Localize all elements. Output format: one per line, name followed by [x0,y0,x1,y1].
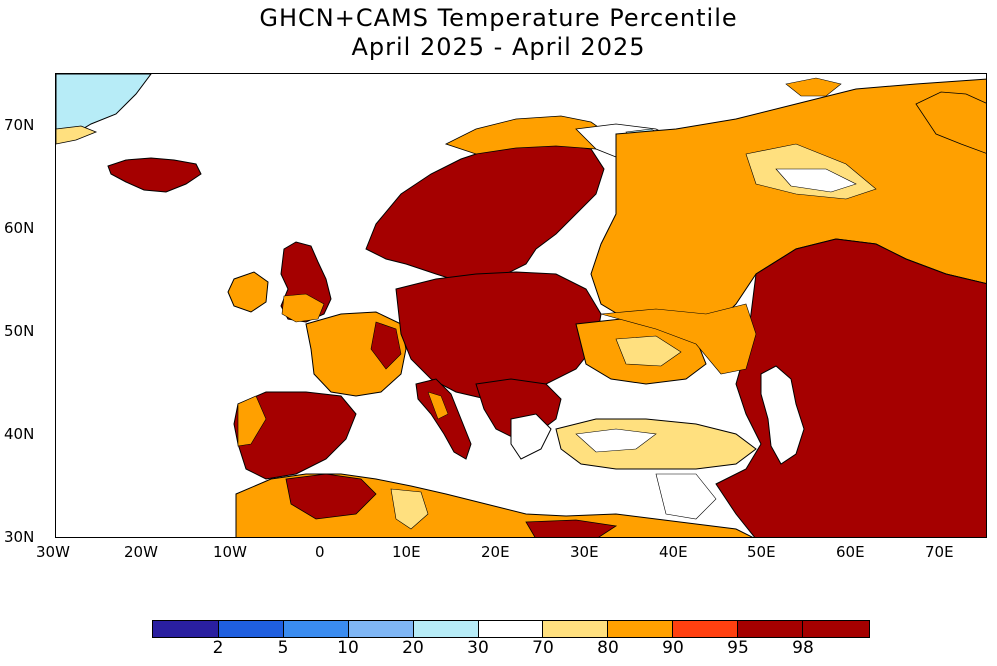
land-east-darkred [715,238,986,537]
land-turkey-white [575,428,657,453]
colorbar-seg-4 [413,621,479,637]
map-svg [56,74,986,537]
lon-label-60e: 60E [836,543,865,561]
land-iceland [107,157,202,193]
colorbar-seg-6 [543,621,609,637]
colorbar-seg-8 [673,621,739,637]
colorbar-label-90: 90 [662,638,684,658]
map-subtitle: April 2025 - April 2025 [351,33,646,61]
colorbar-label-80: 80 [597,638,619,658]
colorbar-seg-9 [738,621,804,637]
colorbar-label-98: 98 [792,638,814,658]
land-france-inner [370,321,402,370]
land-africa-darkred-east [525,519,618,537]
colorbar-label-2: 2 [212,638,224,658]
colorbar-label-70: 70 [532,638,554,658]
colorbar-seg-1 [218,621,284,637]
colorbar-seg-3 [348,621,414,637]
land-russia-white [775,168,857,193]
lon-label-20w: 20W [124,543,158,561]
colorbar-seg-0 [153,621,219,637]
lon-label-40e: 40E [659,543,688,561]
land-africa-darkred-west [285,473,377,520]
colorbar-label-30: 30 [467,638,489,658]
colorbar-label-10: 10 [337,638,359,658]
land-ukraine-light [615,335,682,367]
land-greenland-orange [56,125,98,145]
colorbar-seg-5 [478,621,544,637]
colorbar-label-20: 20 [402,638,424,658]
lon-label-30e: 30E [570,543,599,561]
lat-label-30n: 30N [4,528,35,546]
colorbar-seg-7 [608,621,674,637]
colorbar-label-95: 95 [727,638,749,658]
map-title: GHCN+CAMS Temperature Percentile [259,4,738,32]
land-italy [415,378,472,460]
colorbar-seg-10 [803,621,869,637]
lat-label-60n: 60N [4,219,35,237]
lat-label-40n: 40N [4,425,35,443]
land-italy-inner [427,391,449,420]
colorbar-seg-2 [283,621,349,637]
land-ireland [227,271,269,313]
colorbar [152,620,870,638]
lat-label-50n: 50N [4,322,35,340]
land-turkey [555,418,757,470]
colorbar-label-5: 5 [277,638,289,658]
lon-label-10e: 10E [392,543,421,561]
lon-label-0: 0 [315,543,325,561]
percentile-map [55,73,987,538]
land-central-darkred [600,303,757,375]
land-novaya-zemlya [915,91,986,154]
land-iberia-edge [237,395,267,447]
lon-label-20e: 20E [481,543,510,561]
land-scandinavia [365,143,605,283]
lat-label-70n: 70N [4,116,35,134]
lon-label-70e: 70E [925,543,954,561]
land-africa-light [390,488,429,530]
land-greece [510,413,552,460]
land-middle-east-white [655,473,717,520]
land-arctic-orange [785,77,842,97]
land-britain-south [281,293,325,323]
lon-label-50e: 50E [747,543,776,561]
lon-label-30w: 30W [36,543,70,561]
land-central-europe [395,271,602,400]
caspian-sea [760,365,805,465]
lon-label-10w: 10W [213,543,247,561]
